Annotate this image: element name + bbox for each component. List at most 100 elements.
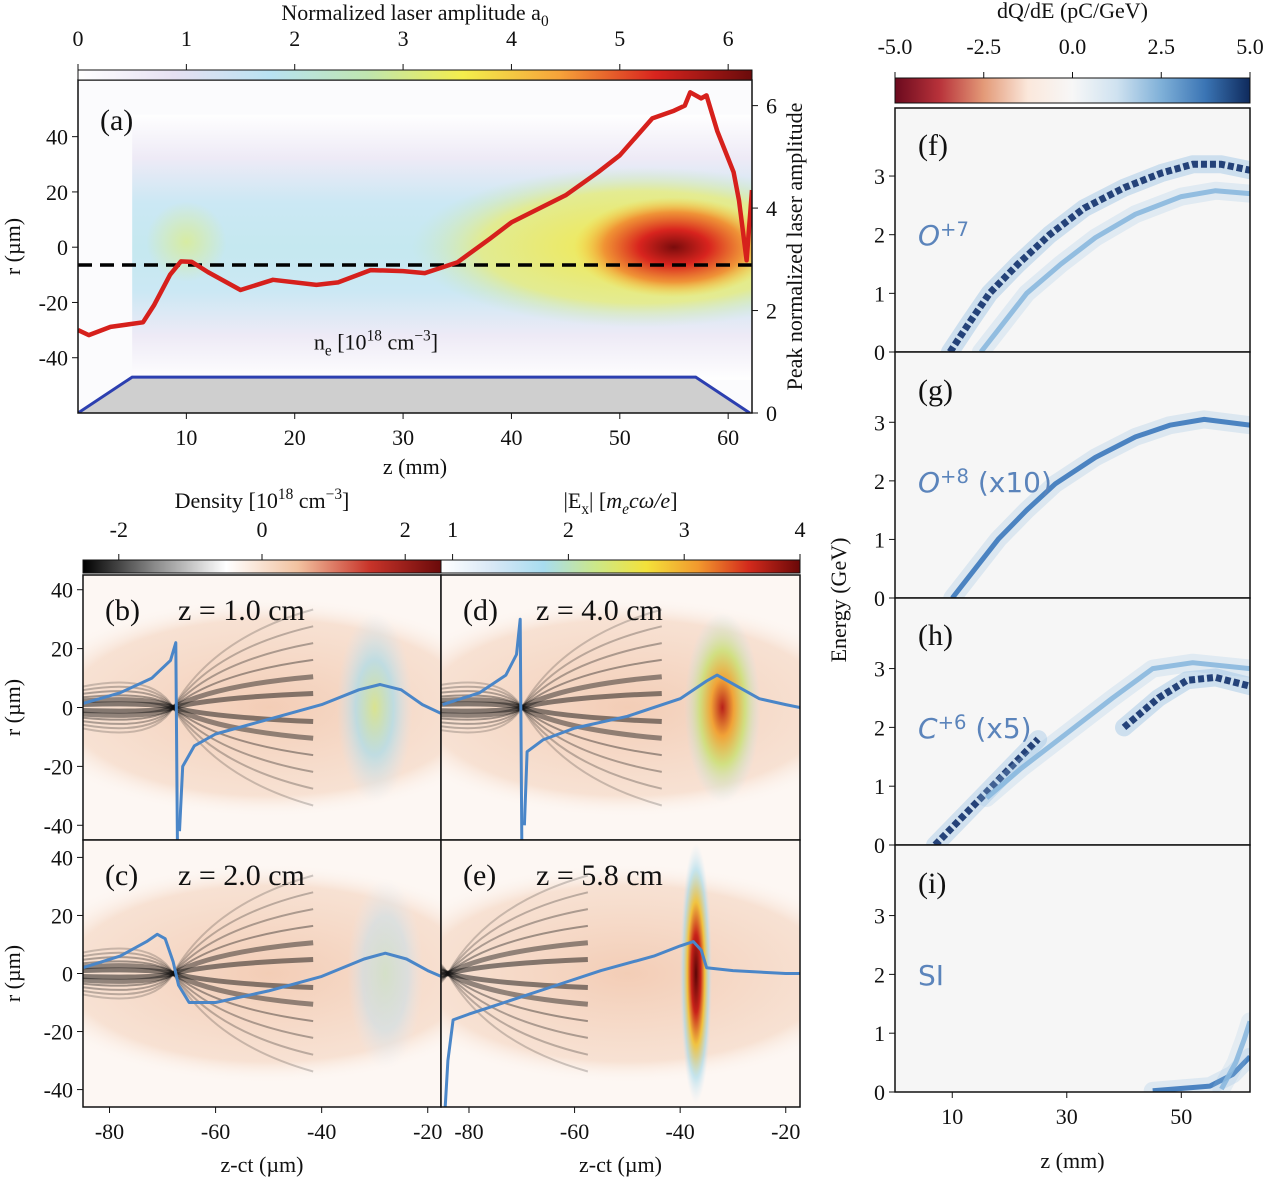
species-label-i-part: SI (918, 959, 944, 992)
colorbar-tick-label: 0.0 (1059, 34, 1087, 59)
panel-label-e: (e) (463, 859, 496, 892)
lineout-curve (442, 617, 524, 840)
colorbar-tick-label: -2 (110, 517, 128, 542)
colorbar-tick-label: 3 (679, 517, 690, 542)
density-annotation-part: 18 (367, 327, 383, 344)
colorbar-title-f: dQ/dE (pC/GeV) (997, 0, 1148, 23)
colorbar-title-a-part: 0 (541, 13, 549, 30)
colorbar-tick-label: 4 (795, 517, 806, 542)
x-tick-label: 50 (609, 425, 631, 450)
panel-label-f: (f) (918, 129, 948, 162)
x-tick-label: 30 (392, 425, 414, 450)
panel-title-c: z = 2.0 cm (178, 859, 305, 892)
y-tick-label: 3 (874, 904, 885, 929)
peak-amplitude-line (78, 90, 752, 338)
colorbar-tick-label: -5.0 (878, 34, 913, 59)
y2-axis-label-a: Peak normalized laser amplitude (782, 103, 807, 391)
y-tick-label: 3 (874, 657, 885, 682)
y2-tick-label: 6 (766, 94, 777, 119)
y-tick-label: 0 (874, 1080, 885, 1105)
colorbar-tick-label: 2.5 (1148, 34, 1176, 59)
plot-frame-e (440, 839, 801, 1108)
colorbar-title-b-part: ] (342, 488, 349, 513)
x-tick-label: -80 (454, 1119, 483, 1144)
colorbar-title-a-part: Normalized laser amplitude a (281, 0, 541, 25)
x-axis-label-e: z-ct (µm) (579, 1152, 662, 1177)
colorbar-d (440, 559, 801, 574)
y-tick-label: -20 (39, 290, 68, 315)
colorbar-tick-label: 6 (723, 26, 734, 51)
x-tick-label: -60 (201, 1119, 230, 1144)
x-tick-label: 40 (500, 425, 522, 450)
y-tick-label: 1 (874, 1021, 885, 1046)
colorbar-tick-label: 2 (563, 517, 574, 542)
species-label-g: O+8​ (x10) (918, 465, 1052, 499)
y-tick-label: 40 (51, 578, 73, 603)
colorbar-tick-label: 1 (181, 26, 192, 51)
density-annotation-part: −3 (414, 327, 431, 344)
colorbar-tick-label: -2.5 (966, 34, 1001, 59)
y-axis-label-a: r (µm) (0, 218, 25, 275)
colorbar-title-d-part: ] (670, 488, 677, 513)
species-label-h-part: C (918, 712, 938, 745)
x-axis-label-c: z-ct (µm) (221, 1152, 304, 1177)
y-tick-label: 1 (874, 527, 885, 552)
colorbar-title-d-part: |E (563, 488, 581, 513)
x-tick-label: -40 (665, 1119, 694, 1144)
x-axis-label-i: z (mm) (1040, 1148, 1104, 1173)
colorbar-title-b-part: Density [10 (175, 488, 278, 513)
charge-ridge (1219, 1020, 1250, 1091)
panel-f-heatmap (895, 108, 1250, 352)
panel-label-g: (g) (918, 374, 953, 407)
panel-a-heatmap (78, 80, 752, 413)
panel-title-d: z = 4.0 cm (536, 594, 663, 627)
y-tick-label: 40 (51, 845, 73, 870)
colorbar-a (77, 69, 753, 81)
y-tick-label: -40 (44, 813, 73, 838)
lineout-curve (83, 932, 441, 1004)
y-tick-label: 2 (874, 223, 885, 248)
x-tick-label: -40 (307, 1119, 336, 1144)
y-axis-label-b: r (µm) (0, 679, 25, 736)
y-tick-label: -20 (44, 754, 73, 779)
colorbar-tick-label: 4 (506, 26, 517, 51)
colorbar-tick-label: 0 (257, 517, 268, 542)
y-tick-label: 0 (874, 833, 885, 858)
species-label-h-part: +6 (938, 711, 967, 734)
species-label-f-part: +7 (940, 218, 969, 241)
panel-label-d: (d) (463, 594, 498, 627)
colorbar-title-a: Normalized laser amplitude a0​ (281, 0, 549, 30)
density-annotation-part: cm (382, 329, 414, 354)
colorbar-b (82, 559, 442, 574)
y-tick-label: 2 (874, 715, 885, 740)
species-label-g-part: O (918, 466, 940, 499)
y-tick-label: -40 (39, 346, 68, 371)
x-tick-label: -60 (560, 1119, 589, 1144)
colorbar-title-d-part: | [ (589, 488, 606, 513)
y-tick-label: 0 (62, 962, 73, 987)
charge-ridge (984, 660, 1250, 800)
y-tick-label: 3 (874, 410, 885, 435)
colorbar-tick-label: 5 (614, 26, 625, 51)
colorbar-title-b-part: cm (293, 488, 325, 513)
colorbar-title-b-part: −3 (326, 486, 343, 503)
density-annotation: ne​ [1018​ cm−3​] (314, 327, 438, 359)
colorbar-title-b: Density [1018​ cm−3​] (175, 486, 350, 513)
panel-label-a: (a) (100, 104, 133, 137)
panel-label-b: (b) (105, 594, 140, 627)
y-tick-label: 20 (51, 903, 73, 928)
species-label-f: O+7​ (918, 218, 969, 252)
x-tick-label: 10 (175, 425, 197, 450)
x-tick-label: -20 (771, 1119, 800, 1144)
charge-ridge (1152, 1054, 1250, 1092)
lineout-curve (178, 683, 441, 832)
y2-tick-label: 0 (766, 401, 777, 426)
density-annotation-part: e (325, 342, 332, 359)
colorbar-tick-label: 1 (447, 517, 458, 542)
panel-label-c: (c) (105, 859, 138, 892)
colorbar-title-d-part: cω/e (629, 488, 670, 513)
colorbar-tick-label: 0 (73, 26, 84, 51)
panel-b-heatmap (83, 575, 441, 840)
